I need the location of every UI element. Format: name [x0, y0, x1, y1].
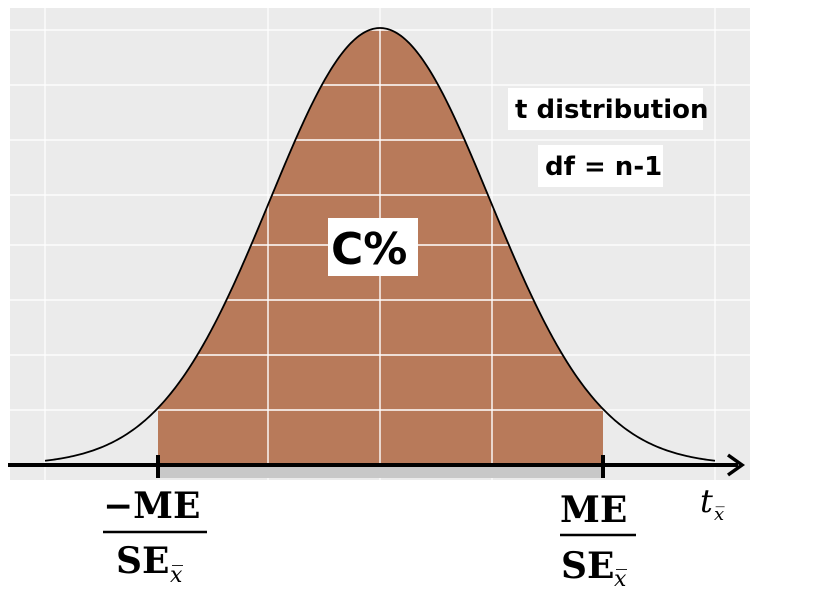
density-curve	[44, 27, 716, 462]
axis-arrowhead	[726, 453, 746, 477]
left-bound-numerator: −ME	[103, 485, 200, 527]
axis-variable-subscript: x̅	[714, 504, 725, 525]
df-label-box	[538, 145, 663, 187]
area-label-box	[328, 218, 418, 276]
distribution-label: t distribution	[515, 95, 708, 125]
area-base-strip	[158, 465, 603, 478]
df-label: df = n-1	[545, 152, 662, 182]
left-bound-denominator: SE	[116, 540, 169, 582]
right-bound-denominator-subscript: x̅	[614, 567, 627, 592]
left-bound-denominator-subscript: x̅	[170, 563, 183, 588]
axis-variable-label: t	[700, 482, 713, 520]
distribution-label-box	[508, 88, 703, 130]
right-bound-denominator: SE	[561, 545, 614, 587]
area-label: C%	[331, 224, 407, 275]
right-bound-numerator: ME	[560, 489, 627, 531]
